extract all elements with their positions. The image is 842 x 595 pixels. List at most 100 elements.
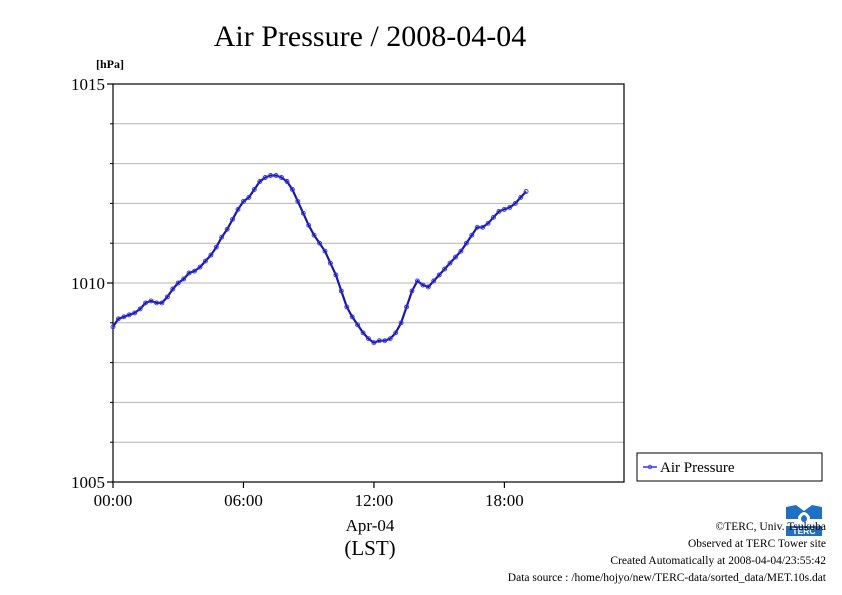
data-point <box>480 224 486 230</box>
logo-text: TERC <box>792 526 815 536</box>
data-point <box>121 314 127 320</box>
data-point <box>491 214 496 220</box>
data-point <box>485 220 491 226</box>
data-point <box>442 266 448 272</box>
data-point <box>338 288 344 294</box>
data-point <box>404 304 410 310</box>
data-point <box>295 198 301 204</box>
y-tick-label: 1010 <box>71 274 105 293</box>
data-point <box>344 304 350 310</box>
data-point <box>355 322 361 328</box>
data-point <box>463 240 469 246</box>
data-point <box>436 272 442 278</box>
terc-logo-icon: TERC <box>784 503 824 537</box>
created-timestamp-text: Created Automatically at 2008-04-04/23:5… <box>610 555 826 567</box>
legend: Air Pressure <box>636 452 823 482</box>
data-point <box>268 173 274 178</box>
data-point <box>501 206 507 212</box>
data-point <box>279 175 284 180</box>
data-point <box>154 300 159 306</box>
data-point <box>262 175 268 180</box>
data-point <box>284 179 290 184</box>
data-point <box>431 278 437 284</box>
data-point <box>273 173 279 178</box>
data-point <box>453 254 458 260</box>
data-point <box>170 286 176 292</box>
data-point <box>496 208 502 214</box>
copyright-text: ©TERC, Univ. Tsukuba <box>715 521 826 533</box>
series-air-pressure <box>110 173 529 346</box>
data-point <box>376 338 382 344</box>
data-point <box>251 187 257 192</box>
data-point <box>425 284 431 290</box>
data-point <box>311 232 317 238</box>
data-point <box>507 204 513 210</box>
data-source-text: Data source : /home/hojyo/new/TERC-data/… <box>507 572 826 584</box>
data-point <box>186 270 192 276</box>
series-line-0 <box>112 174 527 344</box>
chart-title: Air Pressure / 2008-04-04 <box>214 20 526 53</box>
data-point <box>230 216 236 222</box>
data-point <box>208 252 214 258</box>
gridlines <box>113 123 624 443</box>
data-point <box>398 320 404 326</box>
x-tick-label: 00:00 <box>94 491 133 510</box>
data-point <box>349 314 355 320</box>
legend-marker-swatch <box>647 464 653 470</box>
data-point <box>289 187 295 192</box>
data-point <box>382 338 388 344</box>
data-point <box>300 210 306 216</box>
data-point <box>219 234 225 240</box>
data-point <box>360 330 366 336</box>
data-point <box>181 276 187 282</box>
x-axis-timezone-label: (LST) <box>344 536 395 560</box>
data-point <box>393 330 399 336</box>
x-tick-label: 12:00 <box>355 491 394 510</box>
data-point <box>148 298 154 304</box>
data-point <box>447 260 453 266</box>
data-point <box>518 194 524 200</box>
data-point <box>409 288 415 294</box>
data-point <box>143 300 149 306</box>
data-point <box>333 272 339 278</box>
y-axis-unit-label: [hPa] <box>96 57 124 71</box>
data-point <box>387 336 393 342</box>
data-point <box>224 226 230 232</box>
data-point <box>192 268 197 274</box>
data-point <box>132 310 138 316</box>
data-point <box>241 198 246 204</box>
legend-box <box>636 452 823 482</box>
data-point <box>246 194 252 200</box>
data-point <box>202 258 208 264</box>
legend-entry-air-pressure: Air Pressure <box>660 460 735 476</box>
data-point <box>164 294 170 300</box>
data-point <box>110 324 116 330</box>
data-point <box>317 240 323 246</box>
data-point <box>512 200 518 206</box>
data-point <box>159 300 165 306</box>
data-point <box>469 232 475 238</box>
data-point <box>197 264 203 270</box>
data-point <box>257 179 263 184</box>
data-point <box>115 316 121 322</box>
x-tick-label: 06:00 <box>224 491 263 510</box>
data-point <box>414 278 420 284</box>
data-point <box>420 282 426 288</box>
x-tick-label: 18:00 <box>485 491 524 510</box>
data-point <box>523 189 529 194</box>
data-point <box>126 312 132 318</box>
data-point <box>458 248 464 254</box>
data-point <box>213 244 219 250</box>
y-tick-label: 1005 <box>71 473 105 492</box>
data-point <box>137 306 143 312</box>
data-point <box>235 206 241 212</box>
data-point <box>474 224 480 230</box>
axis-ticks: 1005 1010 1015 00:00 06:00 12:00 18:00 <box>71 75 524 510</box>
observed-site-text: Observed at TERC Tower site <box>687 538 826 550</box>
x-axis-date-label: Apr-04 <box>346 516 395 535</box>
y-tick-label: 1015 <box>71 75 105 94</box>
data-point <box>175 280 181 286</box>
data-point <box>322 248 328 254</box>
data-point <box>306 222 312 228</box>
